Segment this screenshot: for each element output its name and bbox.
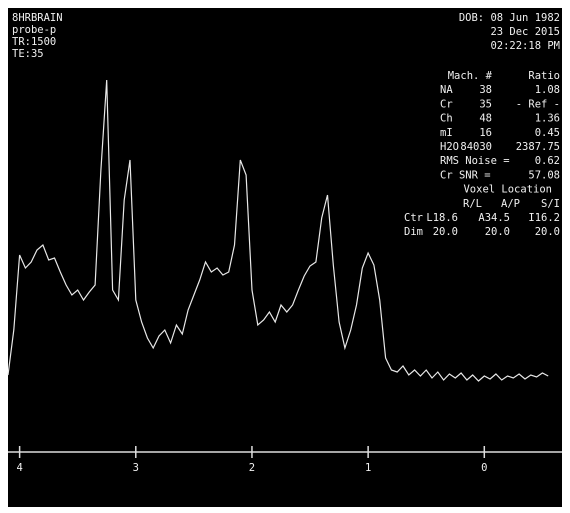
spectrum-line [7, 79, 549, 382]
display [8, 8, 562, 507]
voxel-value: A34.5 [478, 212, 510, 224]
date: 23 Dec 2015 [490, 26, 560, 38]
x-tick-label: 0 [481, 462, 487, 474]
header-line: TR:1500 [12, 36, 56, 48]
header-line: probe-p [12, 24, 56, 36]
dob: DOB: 08 Jun 1982 [459, 12, 560, 24]
table-header: Ratio [528, 70, 560, 82]
x-tick-label: 4 [16, 462, 22, 474]
row-ratio: 1.08 [535, 84, 560, 96]
row-label: Cr [440, 98, 453, 110]
row-mach: 16 [479, 127, 492, 139]
stat-label: Cr SNR = [440, 169, 491, 181]
x-tick-label: 3 [133, 462, 139, 474]
row-label: Ch [440, 113, 453, 125]
row-label: H2O [440, 141, 459, 153]
row-ratio: 0.45 [535, 127, 560, 139]
voxel-label: Dim [404, 226, 423, 238]
voxel-title: Voxel Location [463, 184, 552, 196]
stat-label: RMS Noise = [440, 155, 510, 167]
voxel-header: A/P [501, 198, 520, 210]
voxel-value: 20.0 [485, 226, 510, 238]
time: 02:22:18 PM [490, 40, 560, 52]
x-tick-label: 1 [365, 462, 371, 474]
stat-value: 0.62 [535, 155, 560, 167]
row-label: mI [440, 127, 453, 139]
row-mach: 38 [479, 84, 492, 96]
voxel-label: Ctr [404, 212, 423, 224]
row-ratio: 2387.75 [516, 141, 560, 153]
voxel-header: R/L [463, 198, 482, 210]
row-ratio: 1.36 [535, 113, 560, 125]
voxel-value: 20.0 [535, 226, 560, 238]
voxel-value: I16.2 [528, 212, 560, 224]
voxel-header: S/I [541, 198, 560, 210]
voxel-value: L18.6 [426, 212, 458, 224]
row-ratio: - Ref - [516, 98, 560, 110]
stat-value: 57.08 [528, 169, 560, 181]
row-mach: 48 [479, 113, 492, 125]
table-header: Mach. # [448, 70, 493, 82]
x-tick-label: 2 [249, 462, 255, 474]
row-label: NA [440, 84, 453, 96]
header-line: TE:35 [12, 48, 44, 60]
voxel-value: 20.0 [433, 226, 458, 238]
row-mach: 84030 [460, 141, 492, 153]
row-mach: 35 [479, 98, 492, 110]
header-line: 8HRBRAIN [12, 12, 63, 24]
